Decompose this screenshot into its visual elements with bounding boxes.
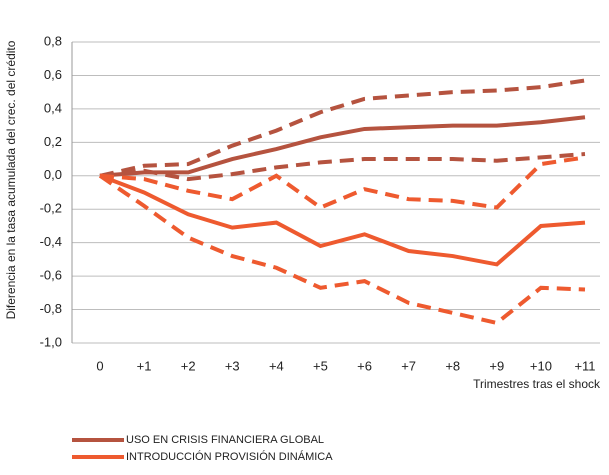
line-series xyxy=(98,174,586,326)
y-tick-label: 0,8 xyxy=(44,33,62,48)
y-tick-label: 0,0 xyxy=(44,167,62,182)
line-series xyxy=(99,173,586,267)
x-tick-label: +4 xyxy=(269,358,284,373)
x-tick-label: +11 xyxy=(574,358,595,373)
y-tick-label: -0,4 xyxy=(40,234,62,249)
x-tick-label: +7 xyxy=(401,358,416,373)
x-tick-label: +8 xyxy=(445,358,460,373)
x-tick-label: +3 xyxy=(225,358,240,373)
y-tick-label: -0,8 xyxy=(40,301,62,316)
y-tick-label: 0,2 xyxy=(44,134,62,149)
y-tick-label: -0,2 xyxy=(40,201,62,216)
y-tick-label: -1,0 xyxy=(40,334,62,349)
x-tick-label: 0 xyxy=(96,358,103,373)
line-series xyxy=(99,115,586,178)
y-axis-label: Diferencia en la tasa acumulada del crec… xyxy=(4,40,18,319)
x-tick-label: +1 xyxy=(137,358,152,373)
legend-label: USO EN CRISIS FINANCIERA GLOBAL xyxy=(126,434,324,446)
line-series xyxy=(99,155,586,210)
legend-label: INTRODUCCIÓN PROVISIÓN DINÁMICA xyxy=(126,450,333,463)
x-tick-label: +2 xyxy=(181,358,196,373)
line-series xyxy=(99,152,586,182)
x-axis-label: Trimestres tras el shock xyxy=(473,377,601,391)
y-tick-label: -0,6 xyxy=(40,268,62,283)
line-series xyxy=(99,78,586,178)
y-tick-label: 0,4 xyxy=(44,100,62,115)
y-tick-label: 0,6 xyxy=(44,67,62,82)
x-tick-label: +10 xyxy=(530,358,552,373)
x-tick-label: +9 xyxy=(489,358,504,373)
x-tick-label: +6 xyxy=(357,358,372,373)
x-tick-label: +5 xyxy=(313,358,328,373)
